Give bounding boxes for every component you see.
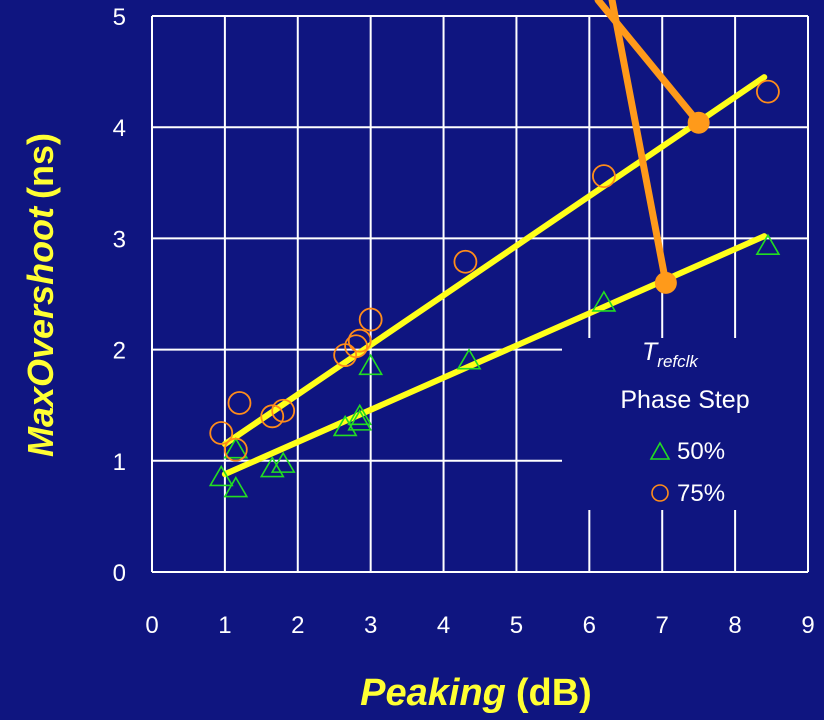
- legend: Trefclk Phase Step 50% 75%: [562, 338, 807, 510]
- y-tick-label: 0: [113, 560, 126, 587]
- x-tick-label: 5: [510, 612, 523, 639]
- triangle-point: [347, 409, 373, 431]
- triangle-point: [347, 403, 373, 426]
- data-points: [208, 79, 781, 498]
- y-tick-label: 1: [113, 449, 126, 476]
- fit-line-50pct: [221, 233, 768, 478]
- y-axis-label: MaxOvershoot (ns): [20, 133, 61, 457]
- triangle-point: [223, 437, 249, 459]
- legend-background: [562, 338, 807, 510]
- legend-title-sub: refclk: [657, 352, 699, 371]
- annotation-callout: [594, 0, 710, 294]
- x-tick-label: 4: [437, 612, 450, 639]
- x-tick-label: 0: [145, 612, 158, 639]
- circle-point: [227, 391, 252, 415]
- legend-entry-75: 75%: [677, 480, 725, 507]
- x-tick-label: 6: [583, 612, 596, 639]
- x-tick-labels: 0 1 2 3 4 5 6 7 8 9: [145, 612, 814, 639]
- triangle-point: [208, 464, 234, 487]
- circle-point: [453, 249, 478, 274]
- triangle-point: [223, 476, 249, 498]
- y-axis-label-main: MaxOvershoot: [20, 205, 61, 457]
- circle-point: [592, 164, 616, 189]
- y-tick-label: 3: [113, 226, 126, 253]
- fit-lines: [221, 74, 768, 478]
- fit-line-75pct: [221, 74, 768, 448]
- y-tick-label: 2: [113, 338, 126, 365]
- x-tick-label: 8: [728, 612, 741, 639]
- x-tick-label: 3: [364, 612, 377, 639]
- x-tick-label: 2: [291, 612, 304, 639]
- legend-triangle-marker: [649, 441, 671, 460]
- x-axis-label: Peaking (dB): [360, 672, 592, 714]
- x-axis-label-main: Peaking: [360, 672, 506, 714]
- legend-entry-50: 50%: [677, 438, 725, 465]
- circle-point: [358, 307, 383, 332]
- callout-line-50: [608, 0, 670, 287]
- x-axis-label-unit: (dB): [516, 672, 592, 714]
- callout-dot: [654, 271, 677, 294]
- circle-point: [209, 421, 234, 445]
- circle-point: [223, 437, 248, 462]
- circle-point: [347, 328, 372, 353]
- y-tick-labels: 0 1 2 3 4 5: [113, 4, 126, 587]
- circle-point: [756, 79, 780, 104]
- triangle-point: [591, 290, 617, 312]
- y-tick-label: 4: [113, 115, 126, 142]
- legend-title-line1: Trefclk: [642, 338, 699, 371]
- triangle-point: [358, 353, 384, 376]
- triangle-point: [755, 233, 781, 255]
- circle-point: [344, 334, 368, 359]
- callout-dot: [687, 111, 710, 134]
- x-tick-label: 1: [218, 612, 231, 639]
- y-axis-label-unit: (ns): [20, 133, 61, 199]
- triangle-point: [456, 348, 482, 370]
- triangle-point: [270, 451, 296, 473]
- y-tick-label: 5: [113, 4, 126, 31]
- circle-point: [271, 398, 296, 423]
- x-tick-label: 7: [656, 612, 669, 639]
- legend-title-line2: Phase Step: [620, 386, 749, 414]
- triangle-point: [259, 455, 285, 478]
- legend-title-main: T: [642, 338, 659, 366]
- legend-circle-marker: [651, 484, 669, 502]
- x-tick-label: 9: [801, 612, 814, 639]
- circle-point: [260, 404, 285, 429]
